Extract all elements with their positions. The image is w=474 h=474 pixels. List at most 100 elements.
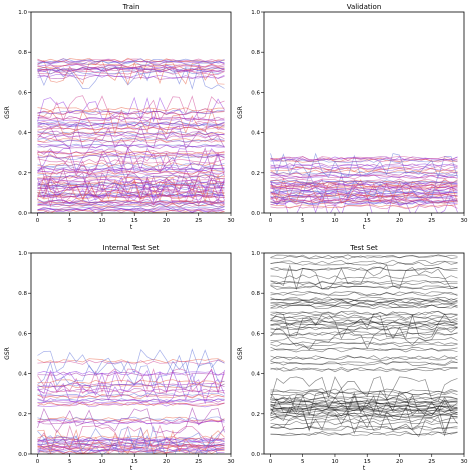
y-axis-label: GSR	[4, 106, 11, 119]
series-line	[270, 321, 458, 327]
panel-title: Internal Test Set	[103, 244, 160, 252]
series-line	[37, 194, 225, 199]
series-line	[270, 302, 458, 307]
series-group	[270, 254, 458, 438]
panel-4: 0 5 10 15 20 25 30 0.0 0.2 0.4 0.6 0.8 1.0 Test Set t G…	[237, 244, 468, 472]
series-line	[37, 63, 225, 69]
series-line	[270, 204, 458, 210]
series-line	[270, 280, 458, 286]
series-line	[37, 416, 225, 422]
series-line	[270, 390, 458, 396]
x-tick-label: 0	[36, 218, 40, 224]
x-tick-label: 15	[131, 459, 138, 465]
series-line	[37, 169, 225, 175]
series-line	[270, 259, 458, 265]
series-line	[37, 66, 225, 72]
y-tick-label: 1.0	[18, 251, 27, 257]
series-line	[37, 392, 225, 398]
series-line	[37, 191, 225, 197]
y-tick-label: 0.8	[18, 291, 27, 297]
series-line	[37, 437, 225, 443]
series-line	[37, 383, 225, 389]
series-line	[270, 166, 458, 171]
series-line	[37, 398, 225, 404]
panel-2: 0 5 10 15 20 25 30 0.0 0.2 0.4 0.6 0.8 1.0 Validation…	[237, 3, 468, 231]
series-line	[270, 361, 458, 367]
x-axis-label: t	[130, 224, 133, 231]
series-line	[270, 346, 458, 352]
series-line	[270, 406, 458, 433]
series-line	[270, 266, 458, 272]
y-tick-label: 0.0	[251, 452, 260, 458]
panel-title: Train	[122, 3, 140, 11]
series-line	[270, 405, 458, 410]
y-tick-label: 0.0	[251, 211, 260, 217]
panel-3: 0 5 10 15 20 25 30 0.0 0.2 0.4 0.6 0.8 1.0 Internal T…	[4, 244, 235, 472]
plot-frame	[30, 11, 232, 214]
y-tick-label: 0.4	[251, 131, 260, 137]
x-tick-label: 5	[301, 459, 305, 465]
series-line	[270, 417, 458, 423]
y-tick-label: 0.2	[251, 171, 260, 177]
panel-title: Validation	[347, 3, 382, 11]
x-tick-label: 5	[68, 459, 72, 465]
series-line	[270, 366, 458, 371]
series-line	[270, 356, 458, 361]
series-line	[37, 178, 225, 183]
series-group	[37, 57, 225, 213]
series-line	[270, 186, 458, 191]
series-line	[270, 400, 458, 405]
series-line	[37, 58, 225, 63]
series-line	[270, 166, 458, 172]
series-line	[37, 59, 225, 86]
series-line	[37, 107, 225, 112]
series-line	[37, 199, 225, 204]
series-line	[37, 382, 225, 388]
series-line	[270, 199, 458, 205]
series-line	[37, 185, 225, 191]
series-line	[37, 394, 225, 399]
series-line	[270, 414, 458, 419]
y-tick-label: 0.6	[18, 90, 27, 96]
y-tick-label: 0.6	[251, 90, 260, 96]
series-line	[270, 413, 458, 419]
series-line	[270, 431, 458, 437]
series-line	[270, 182, 458, 188]
series-line	[270, 152, 458, 179]
series-line	[37, 424, 225, 451]
series-line	[37, 388, 225, 393]
series-line	[270, 408, 458, 413]
y-tick-label: 0.6	[18, 331, 27, 337]
series-line	[270, 266, 458, 272]
series-line	[270, 331, 458, 336]
series-line	[37, 60, 225, 66]
series-line	[270, 425, 458, 430]
x-axis-label: t	[363, 224, 366, 231]
series-line	[37, 416, 225, 422]
y-tick-label: 0.4	[18, 372, 27, 378]
x-tick-label: 15	[364, 459, 371, 465]
series-line	[37, 202, 225, 208]
x-tick-label: 25	[195, 459, 202, 465]
series-line	[270, 391, 458, 417]
series-line	[37, 73, 225, 79]
series-line	[37, 130, 225, 136]
series-line	[270, 321, 458, 326]
series-line	[270, 367, 458, 373]
series-line	[270, 297, 458, 302]
series-line	[270, 310, 458, 316]
series-line	[270, 169, 458, 175]
plot-frame	[263, 11, 465, 214]
series-line	[270, 261, 458, 267]
series-line	[37, 428, 225, 454]
panel-1: 0 5 10 15 20 25 30 0.0 0.2 0.4 0.6 0.8 1.0 Train t GSR	[4, 3, 235, 231]
series-line	[270, 180, 458, 186]
series-line	[270, 173, 458, 200]
series-line	[270, 398, 458, 404]
series-line	[270, 407, 458, 412]
series-line	[37, 183, 225, 188]
series-line	[37, 123, 225, 150]
x-axis-label: t	[363, 465, 366, 472]
series-line	[37, 134, 225, 140]
